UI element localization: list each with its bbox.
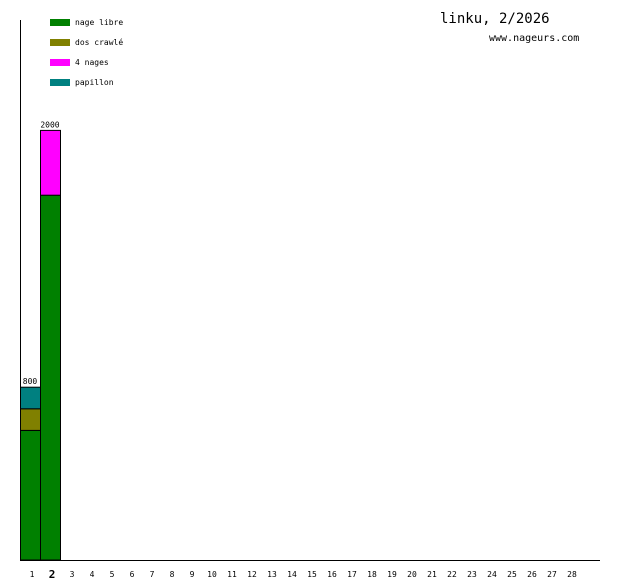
bar-segment-2-3 <box>40 129 61 196</box>
x-tick-1: 1 <box>30 570 35 579</box>
x-tick-9: 9 <box>190 570 195 579</box>
x-tick-15: 15 <box>307 570 317 579</box>
legend-swatch-3 <box>50 59 70 66</box>
x-tick-7: 7 <box>150 570 155 579</box>
x-tick-18: 18 <box>367 570 377 579</box>
x-tick-5: 5 <box>110 570 115 579</box>
legend-label-4: papillon <box>75 78 114 87</box>
x-tick-26: 26 <box>527 570 537 579</box>
x-tick-17: 17 <box>347 570 357 579</box>
legend-swatch-2 <box>50 39 70 46</box>
x-tick-6: 6 <box>130 570 135 579</box>
bar-segment-1-2 <box>20 408 41 431</box>
x-tick-12: 12 <box>247 570 257 579</box>
x-tick-24: 24 <box>487 570 497 579</box>
value-labels: 800 2000 <box>23 120 60 386</box>
x-tick-16: 16 <box>327 570 337 579</box>
value-label-2: 2000 <box>40 120 59 129</box>
bar-segment-2-1 <box>40 194 61 561</box>
bars <box>20 129 61 561</box>
chart-title: linku, 2/2026 <box>440 11 550 27</box>
legend: nage libre dos crawlé 4 nages papillon <box>50 18 123 87</box>
x-tick-25: 25 <box>507 570 517 579</box>
site-url: www.nageurs.com <box>489 33 579 44</box>
x-tick-4: 4 <box>90 570 95 579</box>
bar-segment-1-4 <box>20 386 41 410</box>
x-tick-13: 13 <box>267 570 277 579</box>
x-tick-28: 28 <box>567 570 577 579</box>
x-tick-2: 2 <box>49 568 56 580</box>
bar-segment-1-1 <box>20 429 41 561</box>
legend-swatch-4 <box>50 79 70 86</box>
legend-swatch-1 <box>50 19 70 26</box>
x-tick-20: 20 <box>407 570 417 579</box>
x-tick-11: 11 <box>227 570 237 579</box>
x-tick-27: 27 <box>547 570 557 579</box>
x-tick-22: 22 <box>447 570 457 579</box>
x-tick-8: 8 <box>170 570 175 579</box>
legend-label-1: nage libre <box>75 18 123 27</box>
x-tick-21: 21 <box>427 570 437 579</box>
x-tick-3: 3 <box>70 570 75 579</box>
legend-label-2: dos crawlé <box>75 37 123 47</box>
x-tick-14: 14 <box>287 570 297 579</box>
x-tick-labels: 1 2 3 4 5 6 7 8 9 10 11 12 13 14 15 16 17 18 19 20 21 22 23 24 2… <box>30 568 577 580</box>
value-label-1: 800 <box>23 377 38 386</box>
x-tick-23: 23 <box>467 570 477 579</box>
x-tick-19: 19 <box>387 570 397 579</box>
x-tick-10: 10 <box>207 570 217 579</box>
legend-label-3: 4 nages <box>75 58 109 67</box>
